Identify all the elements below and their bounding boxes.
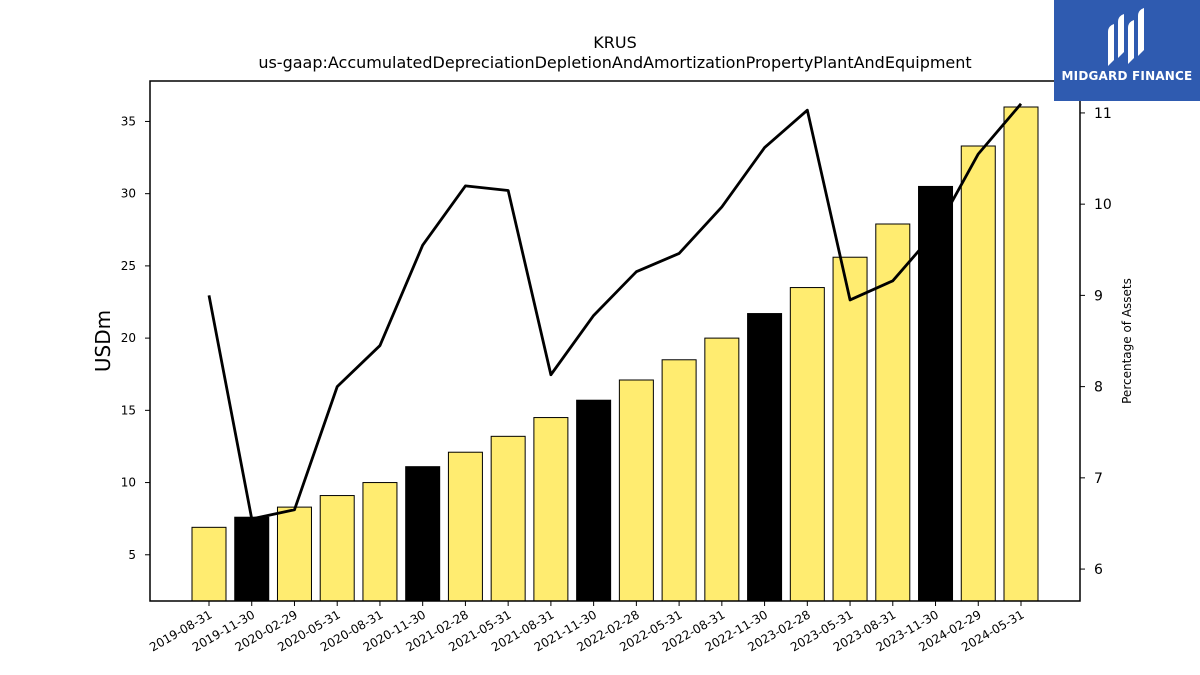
bar-2022-08-31 xyxy=(704,337,740,602)
bar-2021-11-30 xyxy=(576,399,612,602)
y2-tick-label: 11 xyxy=(1094,106,1112,122)
y2-tick-label: 7 xyxy=(1094,471,1103,487)
bar-2021-08-31 xyxy=(533,417,569,602)
bar-2020-11-30 xyxy=(405,466,441,602)
y-tick-label: 5 xyxy=(128,548,136,562)
x-axis: 2019-08-312019-11-302020-02-292020-05-31… xyxy=(147,601,1027,654)
y-tick-label: 25 xyxy=(121,259,136,273)
bar-2023-02-28 xyxy=(789,287,825,602)
left-axis: 5 10 15 20 25 30 35 xyxy=(121,114,150,562)
bar-2022-05-31 xyxy=(661,359,697,602)
bar-2021-02-28 xyxy=(447,451,483,602)
y2-tick-label: 6 xyxy=(1094,562,1103,578)
y2-tick-label: 10 xyxy=(1094,197,1112,213)
y2-tick-label: 9 xyxy=(1094,288,1103,304)
bar-2024-05-31 xyxy=(1003,106,1039,602)
bar-2020-05-31 xyxy=(319,495,355,602)
line-layer xyxy=(207,102,1023,521)
brand-logo: MIDGARD FINANCE xyxy=(1054,0,1200,101)
y-axis-label: USDm xyxy=(91,310,115,372)
bar-2020-02-29 xyxy=(276,506,312,602)
y-tick-label: 20 xyxy=(121,331,136,345)
bar-2019-11-30 xyxy=(234,516,270,602)
percentage-line xyxy=(207,102,1023,521)
bar-2023-05-31 xyxy=(832,256,868,602)
logo-text: MIDGARD FINANCE xyxy=(1061,69,1193,83)
y-tick-label: 15 xyxy=(121,403,136,417)
midgard-logo-icon xyxy=(1108,8,1144,66)
y-tick-label: 10 xyxy=(121,476,136,490)
bar-2019-08-31 xyxy=(191,526,227,602)
y2-axis-label: Percentage of Assets xyxy=(1120,278,1134,404)
bars-layer xyxy=(191,106,1039,602)
bar-2020-08-31 xyxy=(362,482,398,602)
bar-2021-05-31 xyxy=(490,435,526,602)
chart-subtitle: us-gaap:AccumulatedDepreciationDepletion… xyxy=(258,53,971,72)
bar-2022-02-28 xyxy=(618,379,654,602)
bar-2023-11-30 xyxy=(918,185,954,602)
y-tick-label: 30 xyxy=(121,187,136,201)
bar-2022-11-30 xyxy=(747,313,783,602)
y-tick-label: 35 xyxy=(121,114,136,128)
y2-tick-label: 8 xyxy=(1094,380,1103,396)
right-axis: 6 7 8 9 10 11 xyxy=(1080,106,1112,578)
bar-2024-02-29 xyxy=(960,145,996,602)
plot-frame xyxy=(149,80,1081,602)
chart-title: KRUS xyxy=(593,33,636,52)
